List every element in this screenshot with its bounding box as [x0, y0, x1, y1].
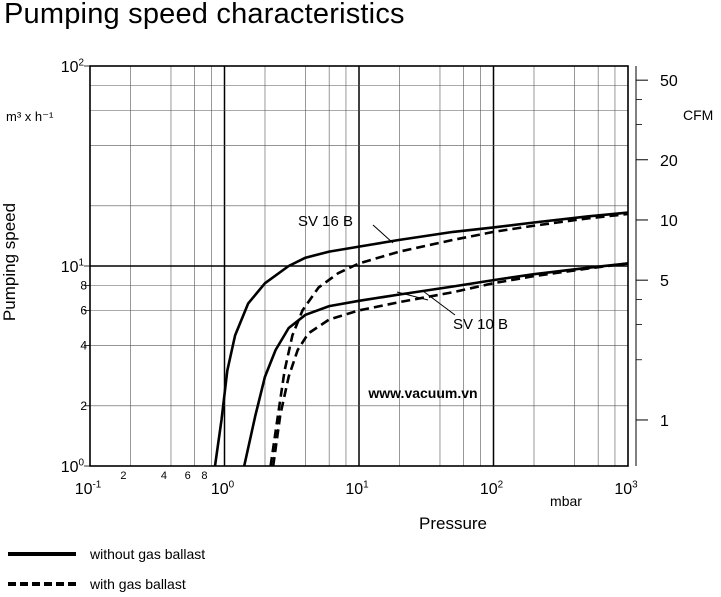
series-line-sv-16-b-solid — [213, 211, 629, 467]
y-minor-tick-label: 8 — [80, 278, 87, 292]
y-axis-unit: m³ x h⁻¹ — [6, 109, 54, 124]
x-minor-tick-label: 4 — [161, 470, 167, 482]
x-minor-tick-label: 2 — [120, 470, 126, 482]
annotation-sv10b-leader — [422, 290, 456, 316]
legend-item-dashed: with gas ballast — [8, 576, 186, 592]
cfm-tick-label: 5 — [660, 273, 669, 290]
x-tick-label: 102 — [480, 479, 504, 498]
y-minor-tick-label: 6 — [80, 303, 87, 317]
x-axis-unit: mbar — [550, 493, 582, 509]
series-line-sv-10-b-dashed — [271, 262, 629, 467]
x-minor-tick-label: 6 — [185, 470, 191, 482]
y-minor-tick-label: 4 — [80, 339, 87, 353]
x-tick-label: 101 — [345, 479, 369, 498]
legend-solid-label: without gas ballast — [90, 546, 206, 562]
annotation-sv16b: SV 16 B — [298, 213, 353, 230]
x-tick-label: 100 — [211, 479, 235, 498]
y-tick-label: 100 — [61, 457, 85, 476]
legend-dashed-label: with gas ballast — [90, 576, 186, 592]
y-minor-tick-label: 2 — [80, 399, 87, 413]
annotations: SV 16 B SV 10 B www.vacuum.vn — [298, 213, 508, 401]
annotation-sv10b-leader — [396, 291, 429, 301]
legend-solid-swatch — [8, 552, 76, 556]
series-curves — [213, 211, 629, 467]
y-tick-label: 101 — [61, 257, 85, 276]
legend-item-solid: without gas ballast — [8, 546, 205, 562]
cfm-axis-unit: CFM — [683, 107, 713, 123]
x-tick-label: 103 — [614, 479, 638, 498]
x-axis-title: Pressure — [419, 514, 487, 533]
plot-frame — [89, 65, 629, 467]
cfm-tick-label: 1 — [660, 413, 669, 430]
chart-title: Pumping speed characteristics — [4, 0, 405, 30]
legend-dashed-swatch — [8, 582, 76, 586]
cfm-tick-label: 50 — [660, 73, 678, 90]
cfm-tick-label: 10 — [660, 213, 678, 230]
series-line-sv-16-b-dashed — [269, 212, 629, 467]
y-tick-label: 102 — [61, 57, 85, 76]
annotation-sv10b: SV 10 B — [453, 316, 508, 333]
annotation-sv16b-leader — [372, 224, 394, 244]
grid-lines — [84, 65, 648, 467]
x-minor-tick-label: 8 — [201, 470, 207, 482]
series-line-sv-10-b-solid — [242, 262, 629, 467]
cfm-tick-label: 20 — [660, 153, 678, 170]
x-tick-label: 10-1 — [75, 479, 102, 498]
y-axis-title: Pumping speed — [0, 203, 19, 321]
watermark: www.vacuum.vn — [367, 385, 477, 401]
